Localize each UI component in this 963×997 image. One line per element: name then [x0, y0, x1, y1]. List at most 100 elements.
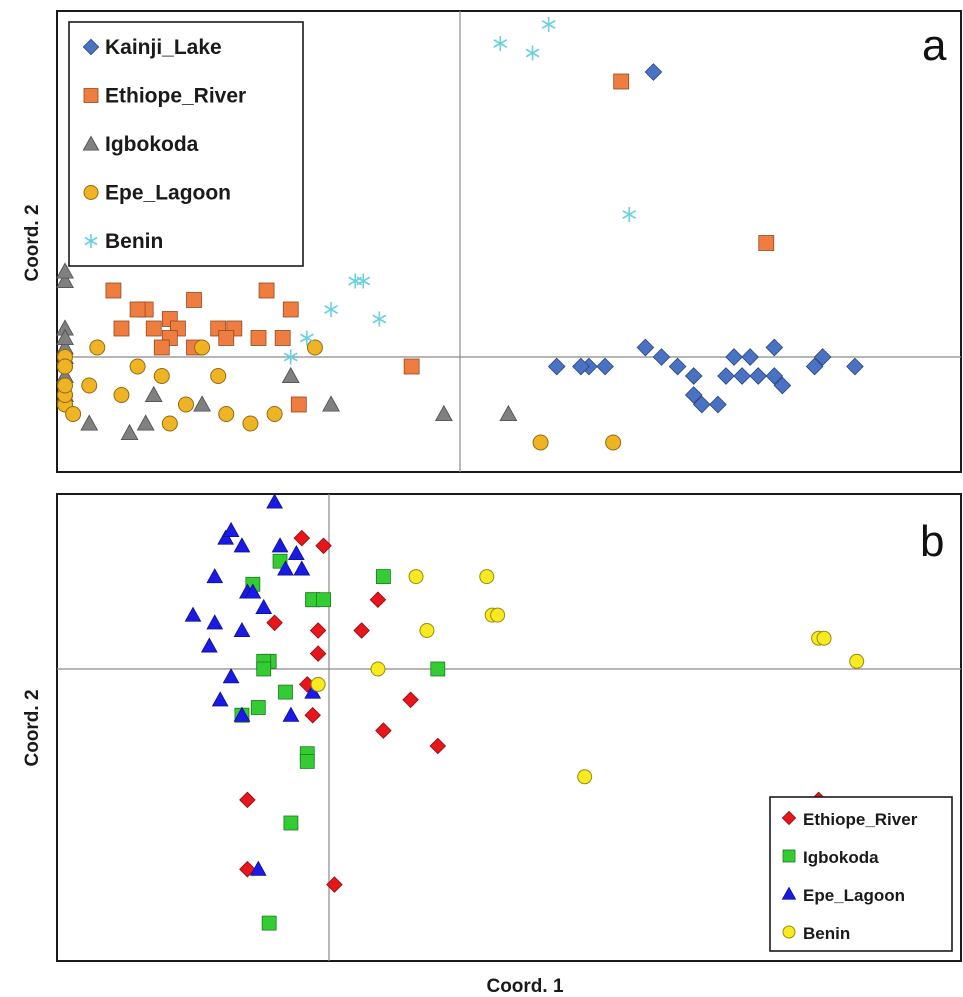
point-b-epe-lagoon: [200, 637, 218, 653]
point-a-epe-lagoon: [57, 358, 73, 375]
point-a-ethiope-river: [113, 320, 130, 337]
point-a-epe-lagoon: [605, 434, 622, 451]
legend-marker-ethiope-river: [781, 810, 797, 826]
point-b-epe-lagoon: [211, 691, 229, 707]
panel-a-legend: Kainji_Lake Ethiope_River Igbokoda Epe_Lago…: [68, 21, 304, 267]
point-a-benin: [299, 330, 314, 346]
panel-b-points: [184, 493, 865, 931]
point-a-ethiope-river: [145, 320, 162, 337]
point-b-benin: [419, 623, 435, 638]
point-a-kainji-lake: [749, 367, 768, 385]
point-a-epe-lagoon: [210, 368, 227, 384]
panel-a-legend-box: [68, 21, 304, 267]
legend-marker-epe-lagoon: [83, 185, 99, 200]
legend-label-benin: Benin: [803, 924, 850, 943]
legend-marker-benin: [782, 925, 796, 939]
point-b-ethiope-river: [315, 537, 332, 555]
point-b-ethiope-river: [239, 860, 256, 878]
point-b-epe-lagoon: [233, 706, 251, 722]
point-a-benin: [541, 17, 556, 32]
point-b-ethiope-river: [309, 622, 327, 639]
x-axis-title: Coord. 1: [486, 976, 563, 997]
point-a-ethiope-river: [403, 358, 420, 375]
legend-marker-benin: [84, 234, 98, 248]
point-a-benin: [356, 273, 371, 289]
point-a-igbokoda: [80, 414, 99, 431]
point-a-benin: [493, 36, 508, 51]
point-a-kainji-lake: [596, 357, 614, 376]
point-a-benin: [372, 311, 387, 327]
panel-b-legend: Ethiope_River Igbokoda Epe_Lagoon Benin: [769, 796, 953, 952]
panel-a-letter: a: [922, 21, 947, 70]
point-a-ethiope-river: [186, 292, 202, 308]
legend-marker-ethiope-river: [83, 88, 99, 103]
point-a-epe-lagoon: [161, 415, 178, 432]
point-a-epe-lagoon: [129, 358, 146, 375]
point-a-igbokoda: [434, 404, 453, 422]
point-a-epe-lagoon: [81, 377, 98, 394]
point-a-kainji-lake: [773, 376, 792, 395]
point-b-igbokoda: [261, 915, 277, 931]
point-b-epe-lagoon: [249, 860, 267, 876]
legend-label-epe-lagoon: Epe_Lagoon: [105, 182, 231, 205]
point-b-ethiope-river: [239, 791, 256, 809]
point-b-igbokoda: [256, 661, 272, 677]
point-a-ethiope-river: [258, 282, 275, 299]
point-a-ethiope-river: [105, 282, 122, 299]
point-a-ethiope-river: [613, 73, 630, 90]
panel-b-legend-box: [769, 796, 953, 952]
point-a-kainji-lake: [741, 348, 759, 366]
point-a-kainji-lake: [725, 348, 743, 366]
point-a-kainji-lake: [813, 348, 832, 366]
point-a-kainji-lake: [846, 357, 864, 376]
point-a-kainji-lake: [805, 357, 824, 376]
point-a-igbokoda: [120, 423, 139, 441]
point-b-igbokoda: [250, 700, 266, 715]
point-b-epe-lagoon: [287, 544, 305, 561]
point-a-epe-lagoon: [153, 368, 170, 384]
point-b-ethiope-river: [266, 614, 283, 632]
point-a-kainji-lake: [709, 395, 727, 414]
legend-label-ethiope-river: Ethiope_River: [105, 85, 246, 108]
point-a-benin: [525, 45, 540, 61]
point-a-kainji-lake: [684, 386, 703, 404]
point-a-kainji-lake: [572, 357, 590, 376]
point-a-ethiope-river: [290, 396, 307, 413]
point-a-epe-lagoon: [89, 339, 106, 356]
point-b-ethiope-river: [304, 706, 321, 724]
point-b-epe-lagoon: [271, 537, 289, 553]
point-a-ethiope-river: [758, 235, 775, 251]
point-b-epe-lagoon: [233, 621, 251, 638]
point-a-epe-lagoon: [194, 339, 211, 356]
point-a-kainji-lake: [765, 367, 784, 385]
point-a-epe-lagoon: [177, 396, 194, 413]
point-a-ethiope-river: [153, 339, 170, 356]
point-b-ethiope-river: [375, 722, 392, 739]
point-a-epe-lagoon: [218, 406, 235, 422]
point-a-kainji-lake: [644, 63, 663, 81]
point-b-epe-lagoon: [244, 583, 262, 599]
legend-marker-epe-lagoon: [781, 886, 797, 900]
point-b-ethiope-river: [293, 529, 311, 547]
point-b-benin: [577, 769, 593, 785]
point-b-epe-lagoon: [217, 529, 235, 545]
point-a-igbokoda: [56, 262, 74, 279]
point-b-ethiope-river: [326, 876, 343, 893]
legend-marker-kainji-lake: [82, 38, 100, 56]
point-b-igbokoda: [299, 754, 315, 769]
point-b-benin: [816, 630, 832, 646]
point-a-ethiope-river: [274, 330, 291, 346]
point-b-igbokoda: [375, 569, 391, 584]
point-a-ethiope-river: [129, 301, 146, 318]
point-b-ethiope-river: [402, 691, 419, 709]
point-b-epe-lagoon: [282, 706, 300, 722]
point-b-benin: [408, 569, 424, 585]
legend-label-igbokoda: Igbokoda: [105, 133, 199, 156]
point-b-ethiope-river: [369, 591, 387, 608]
panel-a-y-axis-title: Coord. 2: [22, 204, 43, 281]
point-b-epe-lagoon: [293, 560, 311, 576]
point-a-epe-lagoon: [242, 415, 259, 432]
legend-marker-igbokoda: [782, 849, 796, 863]
point-b-ethiope-river: [353, 622, 370, 639]
point-b-epe-lagoon: [222, 668, 240, 684]
